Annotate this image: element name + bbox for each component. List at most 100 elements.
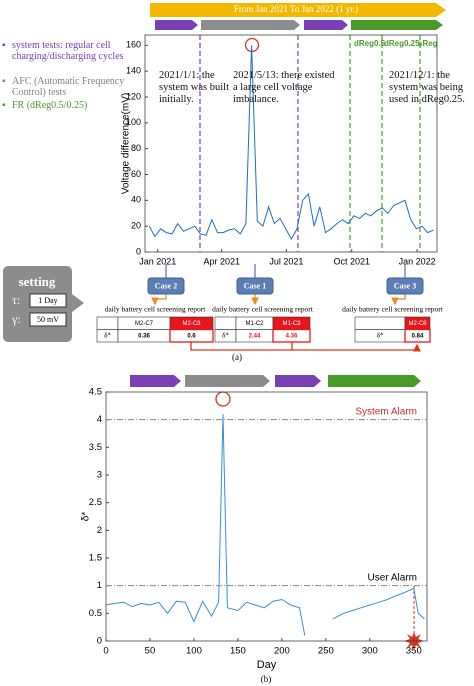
phase-arrow — [351, 20, 443, 30]
y-tick-label: 140 — [126, 66, 141, 76]
phase-arrow — [304, 20, 348, 30]
y-tick-label: 60 — [131, 169, 141, 179]
report-title: daily battery cell screening report — [342, 305, 444, 314]
case-label: Case 3 — [394, 281, 416, 290]
x-tick-label: Jan 2022 — [399, 256, 436, 266]
data-line — [105, 414, 425, 636]
y-tick-label: 3.5 — [89, 442, 102, 453]
y-axis-label: δ* — [81, 512, 92, 522]
x-axis-label: Day — [257, 659, 277, 671]
case-badge — [147, 277, 185, 295]
case-label: Case 1 — [244, 281, 266, 290]
connector — [190, 342, 421, 352]
setting-symbol: τ: — [12, 293, 20, 307]
plot-frame — [144, 34, 438, 253]
phase-arrow — [201, 20, 300, 30]
legend-item: system tests: regular cell charging/disc… — [2, 40, 150, 62]
y-tick-label: 0.5 — [89, 608, 102, 619]
x-tick-label: Apr 2021 — [203, 256, 240, 266]
y-tick-label: 20 — [131, 221, 141, 231]
phase-arrow — [185, 375, 270, 387]
report-title: daily battery cell screening report — [105, 305, 207, 314]
banner-text: From Jan 2021 To Jan 2022 (1 yr.) — [234, 4, 358, 14]
annotation: 2021/12/1: the system was being used in … — [389, 70, 465, 105]
x-tick-label: Oct 2021 — [333, 256, 370, 266]
setting-title: setting — [19, 274, 56, 289]
phase-arrow — [130, 375, 181, 387]
report-symbol: δ* — [377, 331, 384, 339]
case-label: Case 2 — [155, 281, 177, 290]
x-tick-label: 50 — [145, 646, 156, 657]
phase-label: dReg0.25 — [384, 39, 420, 48]
setting-symbol: γ: — [11, 312, 21, 326]
case-badge — [236, 277, 274, 295]
report-header: M2-C8 — [182, 321, 201, 327]
threshold-label: User Alarm — [368, 572, 417, 583]
report-symbol: δ* — [104, 331, 111, 339]
report-value: 0.36 — [138, 333, 150, 339]
y-tick-label: 100 — [126, 117, 141, 127]
phase-arrow — [155, 20, 198, 30]
setting-field — [29, 293, 67, 308]
setting-value: 50 mV — [37, 315, 59, 324]
y-tick-label: 80 — [131, 143, 141, 153]
highlight-circle — [215, 391, 231, 407]
report-value: 2.44 — [249, 333, 261, 339]
y-tick-label: 4.5 — [89, 387, 102, 398]
banner-arrow — [150, 3, 446, 17]
x-tick-label: 100 — [186, 646, 202, 657]
report-value: 0.6 — [187, 333, 196, 339]
y-tick-label: 1 — [97, 580, 102, 591]
phase-label: sReg — [418, 39, 438, 48]
y-tick-label: 40 — [131, 195, 141, 205]
x-tick-label: 0 — [103, 646, 108, 657]
setting-value: 1 Day — [38, 296, 57, 305]
report-cell — [214, 316, 237, 330]
x-tick-label: 150 — [230, 646, 246, 657]
caption: (b) — [261, 674, 272, 684]
report-header: M2-C7 — [135, 321, 154, 327]
y-axis-label: Voltage difference(mV) — [121, 93, 132, 195]
report-cell — [404, 328, 431, 343]
annotation: 2021/1/1: the system was built initially… — [159, 70, 229, 105]
report-cell — [169, 328, 214, 343]
report-value: 0.84 — [412, 333, 424, 339]
annotation: 2021/5/13: there existed a large cell vo… — [233, 70, 335, 105]
connector — [151, 294, 167, 306]
x-tick-label: 200 — [274, 646, 290, 657]
y-tick-label: 1.5 — [89, 553, 102, 564]
report-header: M2-C8 — [408, 321, 427, 327]
x-tick-label: Jan 2021 — [139, 256, 176, 266]
threshold-label: System Alarm — [355, 406, 417, 417]
y-tick-label: 4 — [97, 414, 102, 425]
x-tick-label: 250 — [318, 646, 334, 657]
report-header: M1-C2 — [245, 321, 264, 327]
plot-frame — [105, 391, 428, 642]
report-value: 4.36 — [286, 333, 298, 339]
x-tick-label: 350 — [406, 646, 422, 657]
y-tick-label: 2 — [97, 525, 102, 536]
report-cell — [96, 316, 119, 330]
phase-arrow — [275, 375, 321, 387]
legend-item: FR (dReg0.5/0.25) — [2, 100, 150, 111]
x-tick-label: 300 — [362, 646, 378, 657]
cases: Case 2 daily battery cell screening repor… — [96, 277, 444, 343]
report-symbol: δ* — [222, 331, 229, 339]
setting-field — [29, 312, 67, 327]
phase-lines — [199, 35, 421, 252]
y-tick-label: 2.5 — [89, 497, 102, 508]
x-tick-label: Jul 2021 — [269, 256, 303, 266]
report-header: M1-C3 — [282, 321, 301, 327]
connectors — [151, 264, 421, 352]
connector — [391, 294, 406, 306]
report-cell — [354, 316, 406, 330]
case-badge — [386, 277, 424, 295]
phase-label: dReg0.5 — [354, 39, 386, 48]
data-line — [148, 45, 434, 241]
y-tick-label: 0 — [97, 636, 102, 647]
report-title: daily battery cell screening report — [212, 305, 314, 314]
legend-item: AFC (Automatic Frequency Control) tests — [2, 76, 150, 98]
report-cell — [272, 328, 311, 343]
caption: (a) — [232, 352, 242, 362]
